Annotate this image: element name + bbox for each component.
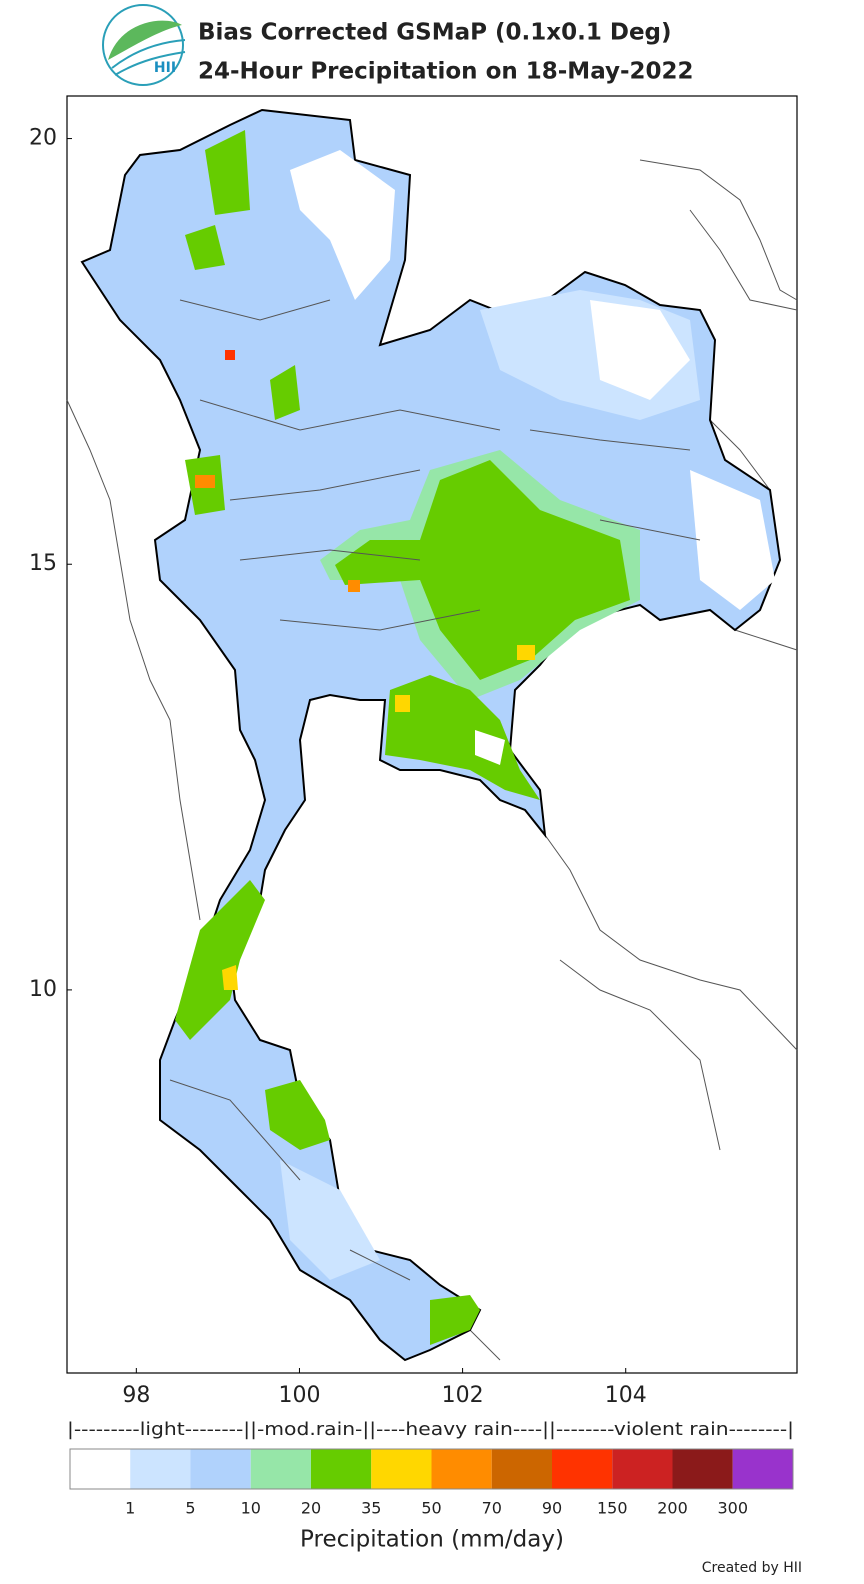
colorbar [70,1449,793,1489]
colorbar-tick-label: 20 [301,1499,321,1518]
colorbar-swatch [431,1449,492,1489]
x-tick-label: 102 [442,1383,484,1408]
colorbar-swatch [612,1449,673,1489]
y-tick-label: 10 [29,977,57,1002]
colorbar-swatch [491,1449,552,1489]
x-tick-label: 104 [605,1383,647,1408]
colorbar-swatch [552,1449,613,1489]
logo-text: HII [154,60,176,76]
colorbar-swatch [250,1449,311,1489]
colorbar-tick-label: 50 [421,1499,441,1518]
y-tick-label: 20 [29,126,57,151]
colorbar-tick-label: 200 [657,1499,688,1518]
colorbar-tick-label: 90 [542,1499,562,1518]
colorbar-swatch [70,1449,131,1489]
legend-groups: |---------light--------||-mod.rain-||---… [67,1419,794,1440]
colorbar-swatch [371,1449,432,1489]
colorbar-swatch [732,1449,793,1489]
colorbar-tick-label: 35 [361,1499,381,1518]
x-tick-label: 100 [278,1383,320,1408]
logo: HII [102,4,186,86]
title-line: 24-Hour Precipitation on 18-May-2022 [198,59,694,85]
precip-patches [175,130,775,1345]
y-tick-label: 15 [29,551,57,576]
colorbar-swatch [130,1449,191,1489]
colorbar-label: Precipitation (mm/day) [300,1527,564,1553]
colorbar-tick-label: 10 [241,1499,261,1518]
colorbar-swatch [672,1449,733,1489]
colorbar-swatch [311,1449,372,1489]
credit: Created by HII [702,1560,802,1576]
colorbar-tick-label: 5 [185,1499,195,1518]
colorbar-tick-label: 150 [597,1499,628,1518]
colorbar-frame [69,1448,794,1490]
colorbar-swatch [190,1449,251,1489]
colorbar-tick-label: 1 [125,1499,135,1518]
colorbar-tick-label: 70 [482,1499,502,1518]
title-line: Bias Corrected GSMaP (0.1x0.1 Deg) [198,20,672,46]
x-tick-label: 98 [122,1383,150,1408]
colorbar-tick-label: 300 [717,1499,748,1518]
map-panel [66,95,798,1374]
